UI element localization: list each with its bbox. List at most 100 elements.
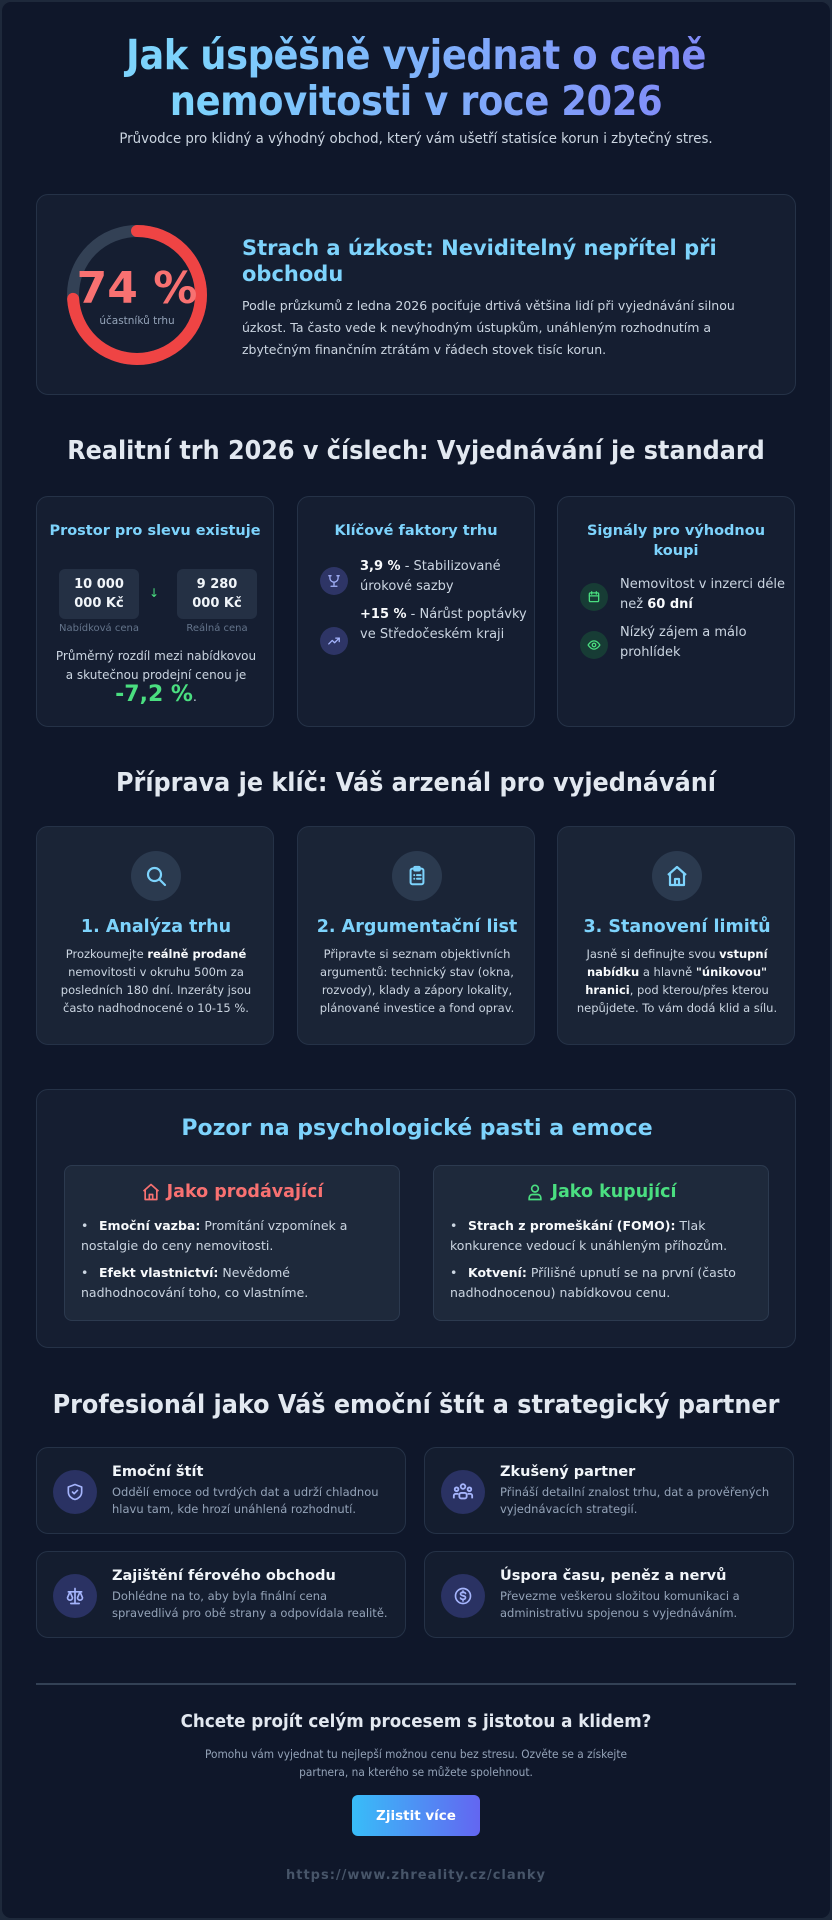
fear-percent-label: účastníků trhu — [99, 315, 175, 327]
signals-title: Signály pro výhodnou koupi — [586, 523, 766, 559]
buyer-title: Jako kupující — [434, 1182, 768, 1202]
pro-card-partner: Zkušený partner Přináší detailní znalost… — [424, 1447, 794, 1534]
page-title: Jak úspěšně vyjednat o ceně nemovitosti … — [42, 32, 791, 124]
factors-card: Klíčové faktory trhu 3,9 % - Stabilizova… — [297, 496, 535, 727]
trophy-icon — [320, 567, 348, 595]
pro-card-savings: Úspora času, peněz a nervů Převezme vešk… — [424, 1551, 794, 1638]
list-item: • Efekt vlastnictví: Nevědomé nadhodnocov… — [81, 1265, 309, 1300]
list-item: • Emoční vazba: Promítání vzpomínek a nos… — [81, 1218, 348, 1253]
prep-card-text: Připravte si seznam objektivních argumen… — [319, 947, 515, 1015]
list-item: • Strach z promeškání (FOMO): Tlak konkur… — [450, 1218, 728, 1253]
diff-suffix: . — [192, 690, 197, 704]
text-bold: "únikovou" hranici — [585, 965, 768, 997]
signal-text: Nemovitost v inzerci déle než 60 dní — [620, 575, 790, 615]
diff-description: Průměrný rozdíl mezi nabídkovou a skuteč… — [55, 649, 257, 682]
psychology-card: Pozor na psychologické pasti a emoce Jak… — [36, 1089, 796, 1348]
psychology-title: Pozor na psychologické pasti a emoce — [181, 1116, 653, 1141]
seller-title: Jako prodávající — [65, 1182, 399, 1202]
title-line-2: nemovitosti v roce 2026 — [169, 77, 663, 125]
diff-value: -7,2 % — [115, 682, 193, 707]
item-text: Tlak konkurence vedoucí k unáhleným příh… — [450, 1218, 728, 1253]
fear-text: Podle průzkumů z ledna 2026 pociťuje drt… — [242, 298, 735, 357]
item-bold: Emoční vazba: — [99, 1218, 201, 1233]
user-icon — [528, 1184, 543, 1201]
factor-desc: - Stabilizované úrokové sazby — [360, 559, 501, 594]
pro-card-title: Emoční štít — [112, 1464, 204, 1480]
item-bold: Kotvení: — [468, 1265, 527, 1280]
pro-card-title: Úspora času, peněz a nervů — [500, 1568, 727, 1584]
factor-value: 3,9 % — [360, 559, 401, 574]
offer-price-line2: 000 Kč — [74, 596, 124, 611]
factor-text: 3,9 % - Stabilizované úrokové sazby — [360, 557, 530, 597]
signal-desc: Nemovitost v inzerci déle než — [620, 577, 786, 612]
pro-card-text: Oddělí emoce od tvrdých dat a udrží chla… — [112, 1485, 379, 1516]
seller-title-text: Jako prodávající — [166, 1182, 324, 1202]
prep-card-text: Prozkoumejte reálně prodané nemovitosti … — [51, 945, 261, 1017]
pro-card-text: Převezme veškerou složitou komunikaci a … — [500, 1589, 740, 1620]
footer-url-link[interactable]: https://www.zhreality.cz/clanky — [285, 1868, 547, 1883]
list-item: • Kotvení: Přílišné upnutí se na první (č… — [450, 1265, 736, 1300]
pro-card-text: Přináší detailní znalost trhu, dat a pro… — [500, 1485, 770, 1516]
factor-desc: - Nárůst poptávky ve Středočeském kraji — [360, 607, 527, 642]
pro-card-text: Dohlédne na to, aby byla finální cena sp… — [112, 1589, 388, 1620]
prep-card-text: Jasně si definujte svou vstupní nabídku … — [572, 945, 782, 1017]
calendar-icon — [580, 583, 608, 611]
discount-title: Prostor pro slevu existuje — [49, 523, 261, 539]
real-price-line2: 000 Kč — [192, 596, 242, 611]
item-bold: Efekt vlastnictví: — [99, 1265, 219, 1280]
factor-value: +15 % — [360, 607, 407, 622]
arrow-down-icon: ↓ — [149, 586, 160, 600]
shield-check-icon — [53, 1470, 97, 1514]
professional-section-title: Profesionál jako Váš emoční štít a strat… — [52, 1390, 780, 1420]
buyer-list: • Strach z promeškání (FOMO): Tlak konkur… — [450, 1216, 760, 1310]
users-icon — [441, 1470, 485, 1514]
text-bold: vstupní nabídku — [586, 947, 768, 979]
item-text: Nevědomé nadhodnocování toho, co vlastní… — [81, 1265, 309, 1300]
divider — [36, 1683, 796, 1685]
fear-percent: 74 % — [76, 263, 198, 314]
buyer-box: Jako kupující • Strach z promeškání (FOMO… — [433, 1165, 769, 1321]
prep-section-title: Příprava je klíč: Váš arzenál pro vyjedn… — [115, 768, 717, 798]
factor-text: +15 % - Nárůst poptávky ve Středočeském … — [360, 605, 530, 645]
discount-card: Prostor pro slevu existuje 10 000 000 Kč… — [36, 496, 274, 727]
factors-title: Klíčové faktory trhu — [334, 523, 498, 539]
eye-icon — [580, 631, 608, 659]
prep-card-arguments: 2. Argumentační list Připravte si seznam… — [297, 826, 535, 1045]
text-bold: reálně prodané — [147, 947, 247, 961]
item-bold: Strach z promeškání (FOMO): — [468, 1218, 676, 1233]
seller-box: Jako prodávající • Emoční vazba: Promítán… — [64, 1165, 400, 1321]
item-text: Přílišné upnutí se na první (často nadho… — [450, 1265, 736, 1300]
real-price-line1: 9 280 — [196, 577, 238, 592]
signals-card: Signály pro výhodnou koupi Nemovitost v … — [557, 496, 795, 727]
signal-bold: 60 dní — [647, 597, 693, 612]
real-price-box: 9 280 000 Kč — [177, 569, 257, 619]
signal-text: Nízký zájem a málo prohlídek — [620, 625, 747, 660]
pro-card-title: Zkušený partner — [500, 1464, 636, 1480]
text-part: nemovitosti v okruhu 500m za posledních … — [60, 965, 252, 1015]
donut-chart: 74 % účastníků trhu — [65, 223, 209, 367]
home-icon — [142, 1183, 159, 1201]
offer-price-line1: 10 000 — [74, 577, 124, 592]
text-part: a hlavně — [639, 965, 696, 979]
page-subtitle: Průvodce pro klidný a výhodný obchod, kt… — [119, 131, 713, 147]
prep-card-title: 2. Argumentační list — [316, 917, 518, 937]
item-text: Promítání vzpomínek a nostalgie do ceny … — [81, 1218, 348, 1253]
pro-card-title: Zajištění férového obchodu — [112, 1568, 336, 1584]
offer-price-box: 10 000 000 Kč — [59, 569, 139, 619]
prep-card-analysis: 1. Analýza trhu Prozkoumejte reálně prod… — [36, 826, 274, 1045]
pro-card-shield: Emoční štít Oddělí emoce od tvrdých dat … — [36, 1447, 406, 1534]
prep-card-limits: 3. Stanovení limitů Jasně si definujte s… — [557, 826, 795, 1045]
diff-text: Průměrný rozdíl mezi nabídkovou a skuteč… — [51, 647, 261, 707]
text-part: , pod kterou/přes kterou nepůjdete. To v… — [576, 983, 778, 1015]
real-price-label: Reálná cena — [186, 623, 248, 634]
text-part: Jasně si definujte svou — [586, 947, 720, 961]
fear-card: 74 % účastníků trhu Strach a úzkost: Nev… — [36, 194, 796, 395]
learn-more-button[interactable]: Zjistit více — [352, 1795, 480, 1836]
home-icon — [652, 851, 702, 901]
buyer-title-text: Jako kupující — [551, 1182, 677, 1202]
title-line-1: Jak úspěšně vyjednat o ceně — [126, 31, 706, 79]
offer-price-label: Nabídková cena — [59, 623, 139, 634]
seller-list: • Emoční vazba: Promítání vzpomínek a nos… — [81, 1216, 391, 1310]
prep-card-title: 3. Stanovení limitů — [583, 917, 771, 937]
fear-title: Strach a úzkost: Neviditelný nepřítel př… — [242, 236, 717, 286]
